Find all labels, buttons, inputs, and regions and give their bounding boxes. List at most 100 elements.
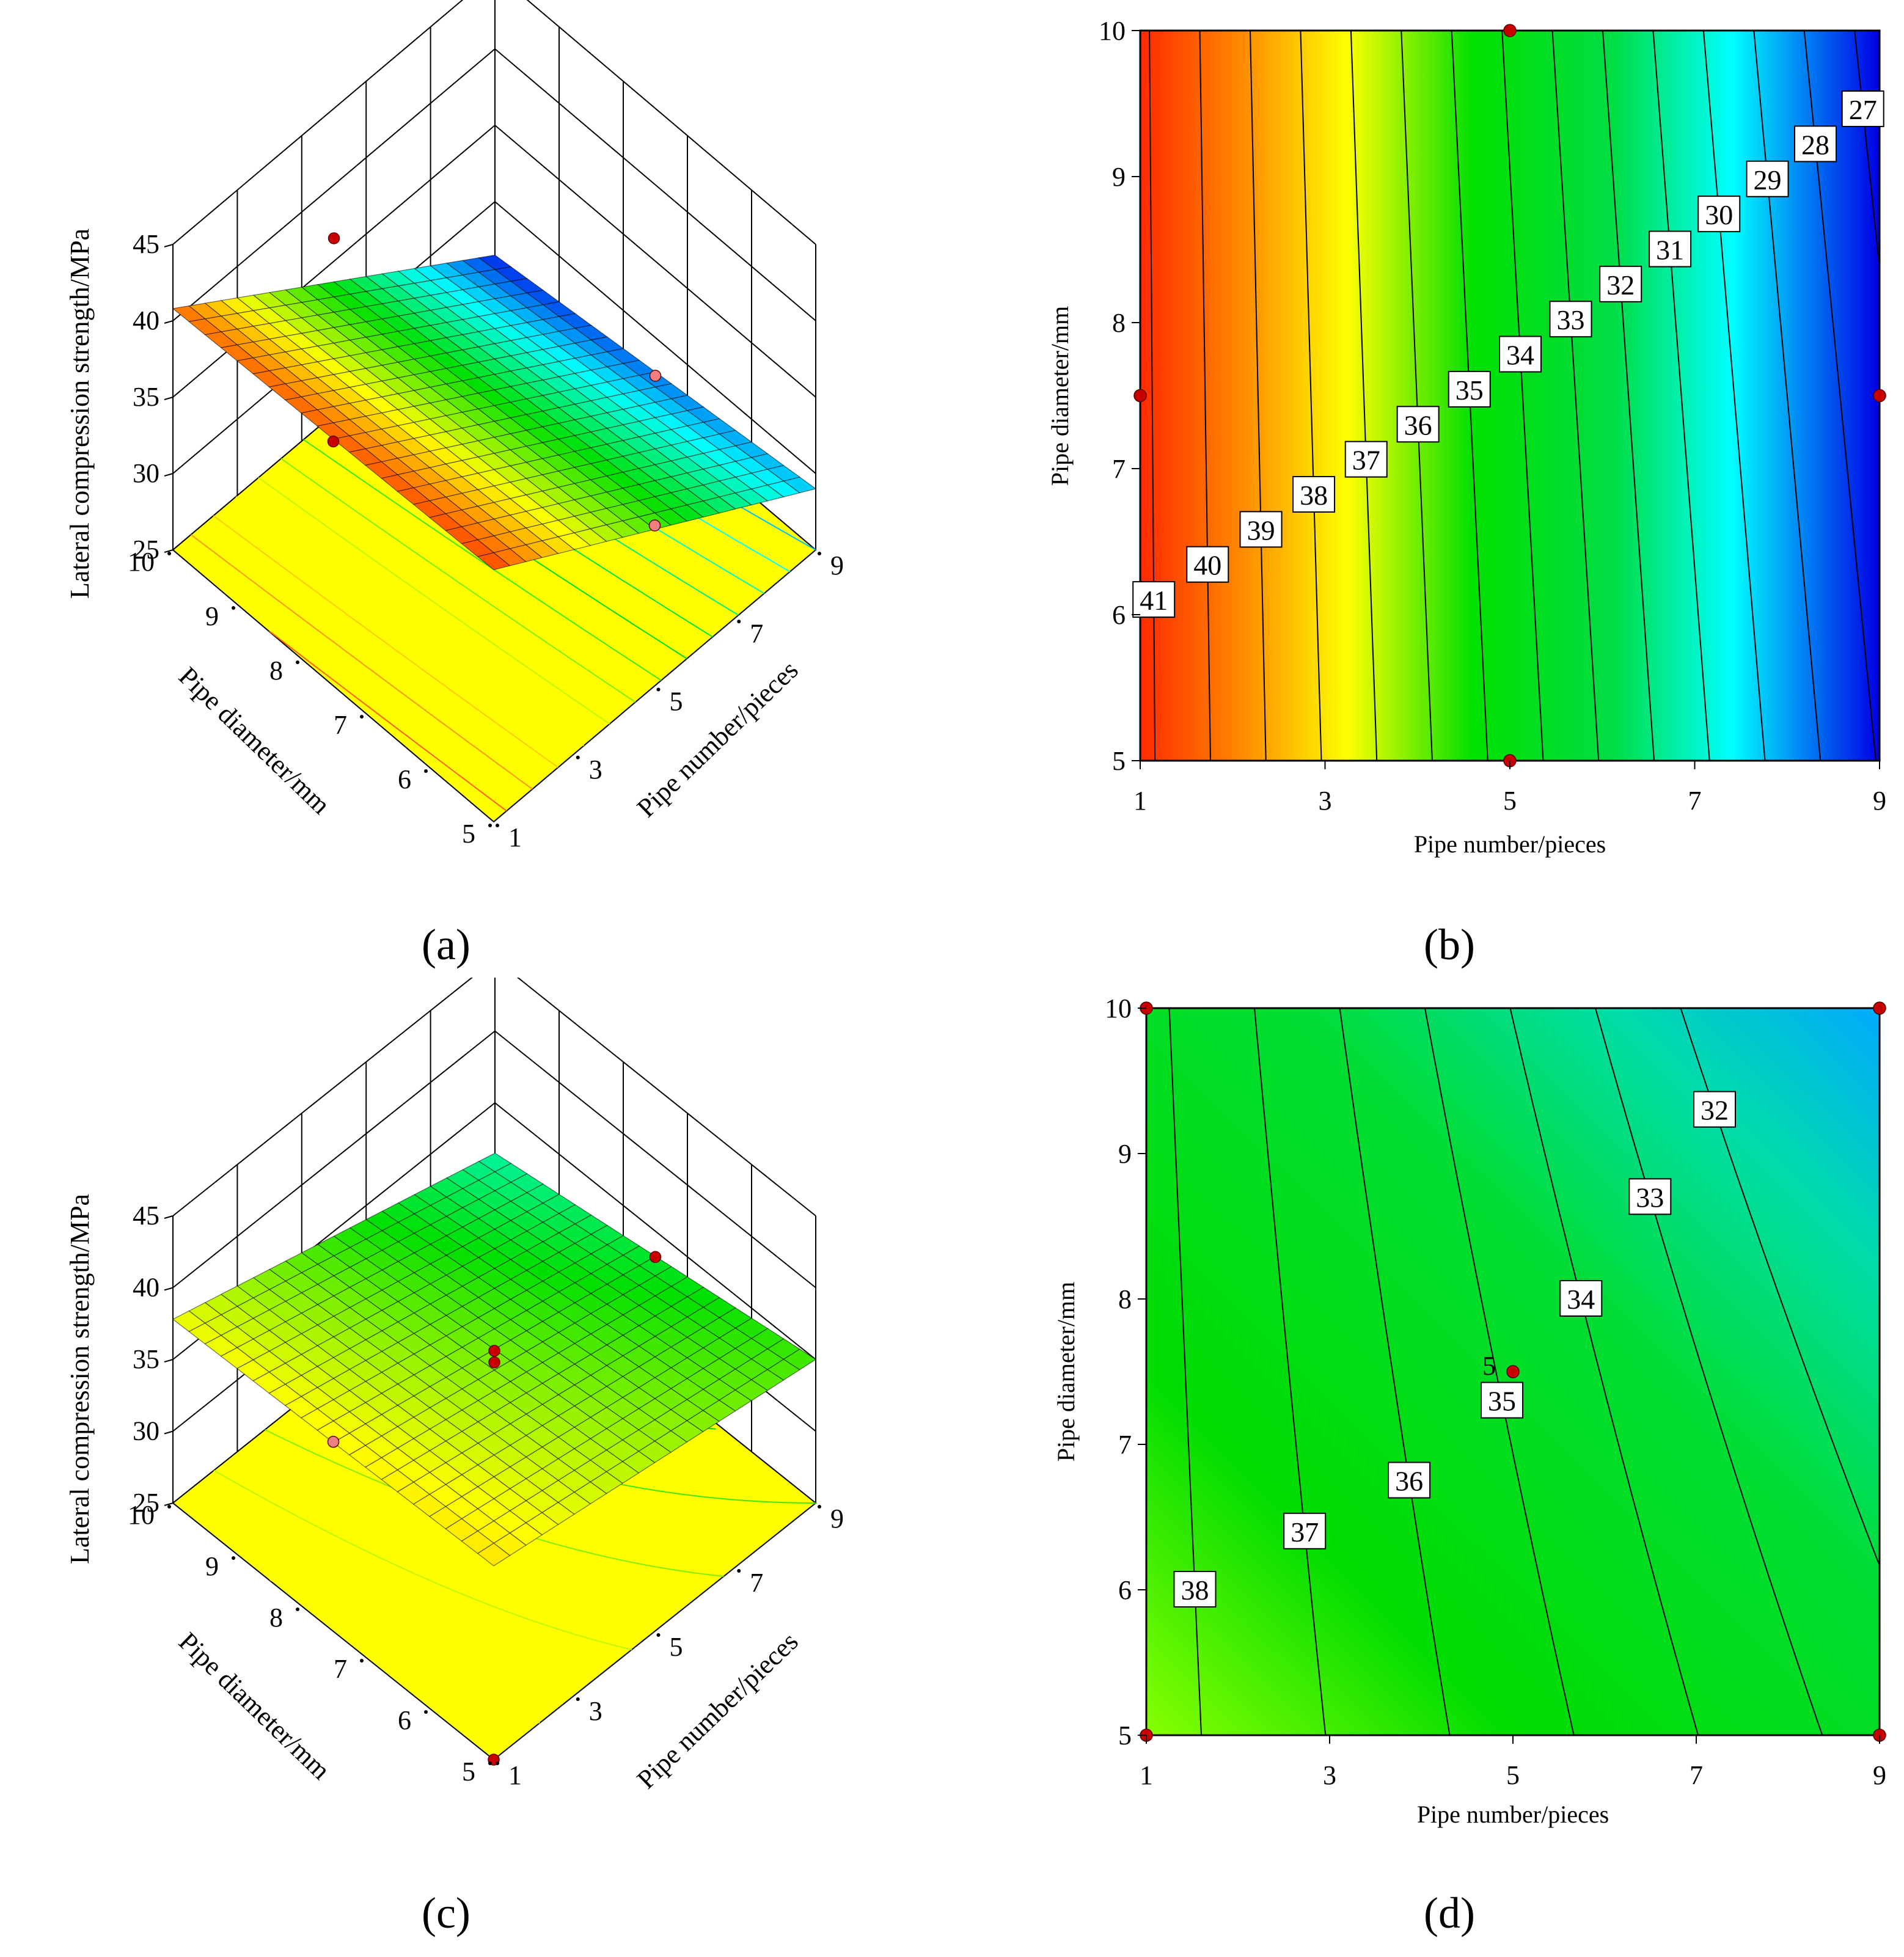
floor-contour-line xyxy=(190,534,533,790)
x-axis-title-d: Pipe number/pieces xyxy=(1417,1801,1609,1828)
contour-lines-b xyxy=(1149,31,1880,761)
x-tick xyxy=(818,552,821,555)
contour-label-box xyxy=(1186,546,1229,583)
x-tick xyxy=(737,620,741,624)
x-tick xyxy=(818,1505,821,1509)
y-axis-title-c: Pipe diameter/mm xyxy=(173,1626,336,1785)
y-tick-label: 6 xyxy=(398,764,411,794)
contour-label-box xyxy=(1697,196,1741,233)
y-tick xyxy=(360,715,364,719)
contour-label: 38 xyxy=(1181,1575,1209,1606)
y-tick-label: 10 xyxy=(1099,16,1126,46)
x-axis-title-b: Pipe number/pieces xyxy=(1414,830,1606,858)
contour-label: 36 xyxy=(1404,409,1432,441)
y-tick-label: 9 xyxy=(205,1551,219,1581)
y-tick-label: 5 xyxy=(462,1757,475,1787)
y-axis-title-d: Pipe diameter/mm xyxy=(1052,1282,1080,1461)
contour-line xyxy=(1350,31,1378,761)
contour-line xyxy=(1254,1008,1327,1735)
contour-label: 36 xyxy=(1395,1466,1423,1497)
contour-label: 38 xyxy=(1300,480,1328,511)
contour-lines-d xyxy=(1168,1008,1880,1735)
x-tick-label: 3 xyxy=(589,1696,602,1726)
surface-cell xyxy=(477,1543,511,1567)
y-tick-label: 8 xyxy=(1118,1284,1132,1314)
contour-label: 34 xyxy=(1506,340,1534,371)
z-tick xyxy=(164,1430,174,1435)
design-point xyxy=(649,1251,662,1264)
y-tick-label: 9 xyxy=(1118,1139,1132,1169)
y-tick-label: 10 xyxy=(128,547,155,577)
surface-cell xyxy=(477,552,511,571)
contour-label: 33 xyxy=(1557,304,1585,335)
x-tick-label: 7 xyxy=(750,618,763,648)
contour-line xyxy=(1509,1008,1699,1735)
contour-label-box xyxy=(1388,1461,1431,1499)
y-tick-label: 5 xyxy=(462,819,475,849)
y-tick-label: 6 xyxy=(1118,1575,1132,1605)
z-tick-label: 35 xyxy=(133,382,159,412)
contour-label: 28 xyxy=(1801,129,1829,160)
wall-grid-line xyxy=(172,978,816,1216)
y-tick-label: 7 xyxy=(334,1654,347,1684)
y-tick-label: 8 xyxy=(269,1603,283,1633)
design-point xyxy=(1133,389,1147,403)
z-tick xyxy=(164,1502,174,1506)
z-axis-title-a: Lateral compression strength/MPa xyxy=(65,229,95,599)
contour-label-box xyxy=(1549,301,1592,338)
floor-contour-line xyxy=(269,631,507,812)
contour-label: 30 xyxy=(1705,199,1733,230)
x-tick-label: 3 xyxy=(1323,1760,1336,1790)
x-tick xyxy=(656,687,661,692)
contour-labels-b: 41 40 39 38 37 36 35 34 33 32 31 30 29 28 27 xyxy=(1132,90,1884,618)
contour-label-box xyxy=(1649,230,1692,268)
x-tick-label: 5 xyxy=(1503,786,1517,816)
y-tick-label: 5 xyxy=(1118,1721,1132,1750)
contour-line xyxy=(1250,31,1267,761)
x-tick xyxy=(496,824,499,827)
contour-label: 35 xyxy=(1455,375,1484,406)
design-point xyxy=(488,1356,500,1369)
z-tick xyxy=(164,1287,174,1291)
z-tick xyxy=(164,397,174,400)
design-point xyxy=(327,1436,340,1448)
contour-label-box xyxy=(1746,160,1789,197)
z-tick-label: 45 xyxy=(133,229,159,259)
contour-line xyxy=(1501,31,1544,761)
design-point xyxy=(1506,1365,1520,1378)
contour-label: 39 xyxy=(1247,514,1275,546)
contour-line xyxy=(1753,31,1822,761)
contour-label-box xyxy=(1132,581,1176,618)
y-tick-label: 5 xyxy=(1112,746,1126,776)
design-point xyxy=(1873,1001,1886,1015)
floor-contour-line xyxy=(280,458,636,703)
contour-line xyxy=(1602,31,1655,761)
x-tick-label: 9 xyxy=(1873,786,1886,816)
contour-labels-d: 38 37 36 35 34 33 32 xyxy=(1173,1091,1736,1608)
response-surface-c xyxy=(172,1152,817,1567)
contour-label: 41 xyxy=(1140,585,1168,616)
contour-label: 34 xyxy=(1567,1284,1595,1315)
contour-line xyxy=(1702,31,1766,761)
x-tick-label: 5 xyxy=(1506,1760,1520,1790)
x-tick-label: 3 xyxy=(1319,786,1332,816)
y-tick xyxy=(167,1505,171,1509)
z-tick-label: 30 xyxy=(133,1416,159,1446)
y-tick xyxy=(424,1710,428,1714)
y-tick-label: 9 xyxy=(1112,162,1126,192)
x-tick-label: 1 xyxy=(1140,1760,1153,1790)
y-tick-label: 7 xyxy=(1112,454,1126,484)
wall-grid-line xyxy=(172,1030,816,1289)
y-tick-label: 10 xyxy=(1105,993,1132,1023)
z-tick xyxy=(164,473,174,477)
design-point xyxy=(488,1345,500,1357)
x-tick-label: 1 xyxy=(508,1760,522,1790)
z-axis-title-c: Lateral compression strength/MPa xyxy=(65,1194,95,1564)
wall-grid-line xyxy=(172,0,816,245)
y-tick xyxy=(360,1659,364,1663)
